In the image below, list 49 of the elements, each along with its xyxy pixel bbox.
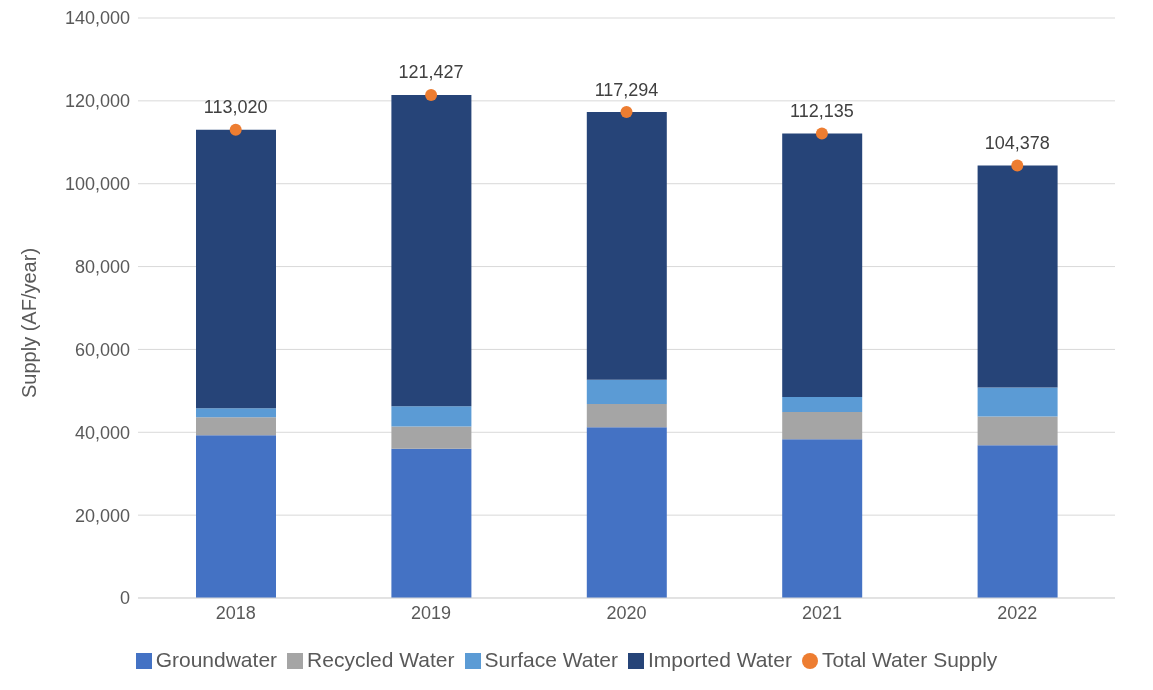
bar (391, 406, 472, 427)
bar (586, 427, 667, 598)
y-tick-label: 80,000 (74, 256, 130, 277)
data-label: 117,294 (594, 79, 659, 100)
bar (391, 448, 472, 598)
bar (977, 165, 1058, 388)
x-tick-label: 2021 (801, 602, 842, 623)
data-label: 121,427 (398, 62, 464, 83)
bar (196, 408, 276, 418)
bar (586, 404, 667, 428)
x-tick-label: 2020 (606, 602, 647, 623)
bar (977, 445, 1058, 598)
point (1011, 159, 1024, 172)
bar (196, 129, 276, 409)
bar (586, 379, 667, 405)
legend-label: Groundwater (155, 648, 278, 671)
y-tick-label: 0 (119, 588, 130, 609)
bar (977, 416, 1058, 446)
y-tick-label: 40,000 (74, 422, 130, 443)
bar (196, 417, 276, 436)
point (815, 127, 828, 140)
y-tick-label: 20,000 (74, 505, 130, 526)
data-label: 104,378 (984, 133, 1050, 154)
x-tick-label: 2018 (215, 602, 256, 623)
bar (196, 435, 276, 598)
bar (586, 112, 667, 380)
point (425, 88, 438, 101)
y-tick-label: 120,000 (64, 91, 130, 112)
data-label: 112,135 (790, 100, 854, 121)
x-tick-label: 2022 (997, 602, 1038, 623)
x-tick-label: 2019 (411, 602, 452, 623)
y-tick-label: 60,000 (74, 339, 130, 360)
bar (391, 426, 472, 449)
legend-label: Total Water Supply (821, 648, 998, 671)
point (229, 123, 242, 136)
bar (782, 411, 863, 440)
bar (977, 387, 1058, 417)
y-axis-title: Supply (AF/year) (18, 247, 41, 398)
y-tick-label: 140,000 (64, 8, 130, 29)
legend-label: Recycled Water (307, 648, 455, 671)
y-tick-label: 100,000 (64, 174, 130, 195)
legend-label: Imported Water (647, 648, 792, 671)
data-label: 113,020 (203, 97, 268, 118)
point (620, 106, 633, 119)
legend-label: Surface Water (484, 648, 618, 671)
bar (782, 397, 863, 412)
bar (782, 133, 863, 398)
bar (391, 95, 472, 407)
bar (782, 439, 863, 598)
